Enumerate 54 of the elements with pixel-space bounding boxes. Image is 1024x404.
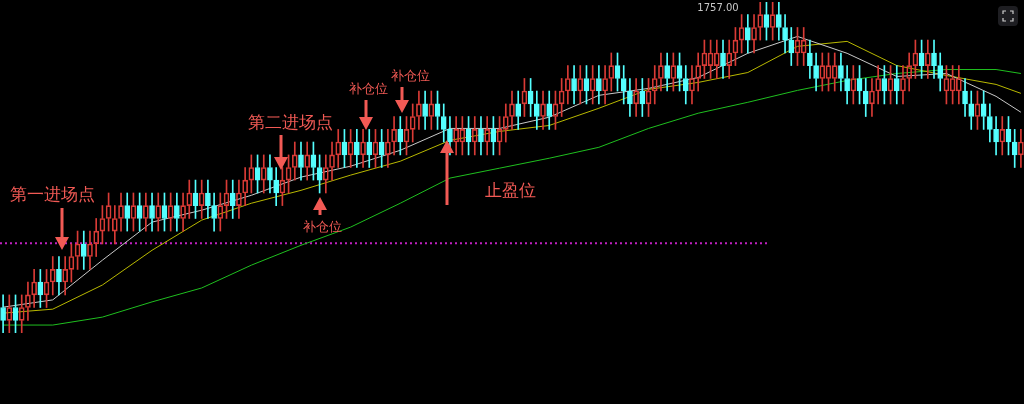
candlestick — [788, 27, 795, 66]
candlestick — [639, 78, 646, 117]
annotation: 补仓位 — [390, 67, 430, 83]
annotation: 补仓位 — [302, 218, 342, 234]
candlestick — [813, 52, 819, 92]
candlestick — [664, 52, 670, 92]
candlestick — [273, 167, 279, 206]
candlestick — [229, 179, 236, 219]
candlestick — [478, 116, 484, 156]
candlestick — [211, 192, 217, 232]
candlestick — [844, 65, 850, 105]
candlestick — [720, 39, 726, 79]
candlestick — [620, 65, 627, 105]
candlestick — [993, 116, 999, 156]
candlestick — [838, 52, 844, 92]
annotation: 止盈位 — [484, 179, 536, 200]
candlestick — [627, 78, 633, 117]
annotation: 第二进场点 — [247, 111, 333, 132]
annotation: 补仓位 — [348, 80, 388, 96]
candlestick — [962, 78, 968, 117]
candlestick — [267, 154, 273, 194]
candlestick — [893, 65, 900, 105]
candlestick — [596, 65, 602, 105]
candlestick — [931, 39, 937, 79]
candlestick — [378, 129, 385, 168]
candlestick — [515, 90, 522, 130]
annotation: 第一进场点 — [9, 183, 95, 204]
candlestick — [174, 192, 180, 232]
candlestick — [987, 103, 993, 143]
candlestick — [298, 141, 304, 181]
candlestick — [807, 39, 813, 79]
candlestick — [205, 179, 211, 219]
candlestick — [124, 192, 131, 232]
annotation: 1757.00 — [697, 2, 739, 13]
candlestick — [1011, 129, 1018, 168]
candlestick — [776, 2, 782, 41]
candlestick — [354, 129, 360, 168]
candlestick — [937, 52, 944, 92]
candlestick — [397, 116, 404, 156]
candlestick — [80, 230, 87, 270]
candlestick — [571, 65, 577, 105]
candlestick — [56, 256, 62, 296]
candlestick — [0, 294, 6, 333]
candlestick — [546, 90, 553, 130]
candlestick — [968, 90, 975, 130]
candlestick — [862, 78, 869, 117]
candlestick — [533, 90, 540, 130]
candlestick — [440, 103, 447, 143]
candlestick — [782, 14, 788, 54]
candlestick — [149, 192, 155, 232]
candlestick — [745, 14, 751, 54]
candlestick — [682, 65, 689, 105]
candlestick — [422, 90, 428, 130]
candlestick — [366, 129, 373, 168]
